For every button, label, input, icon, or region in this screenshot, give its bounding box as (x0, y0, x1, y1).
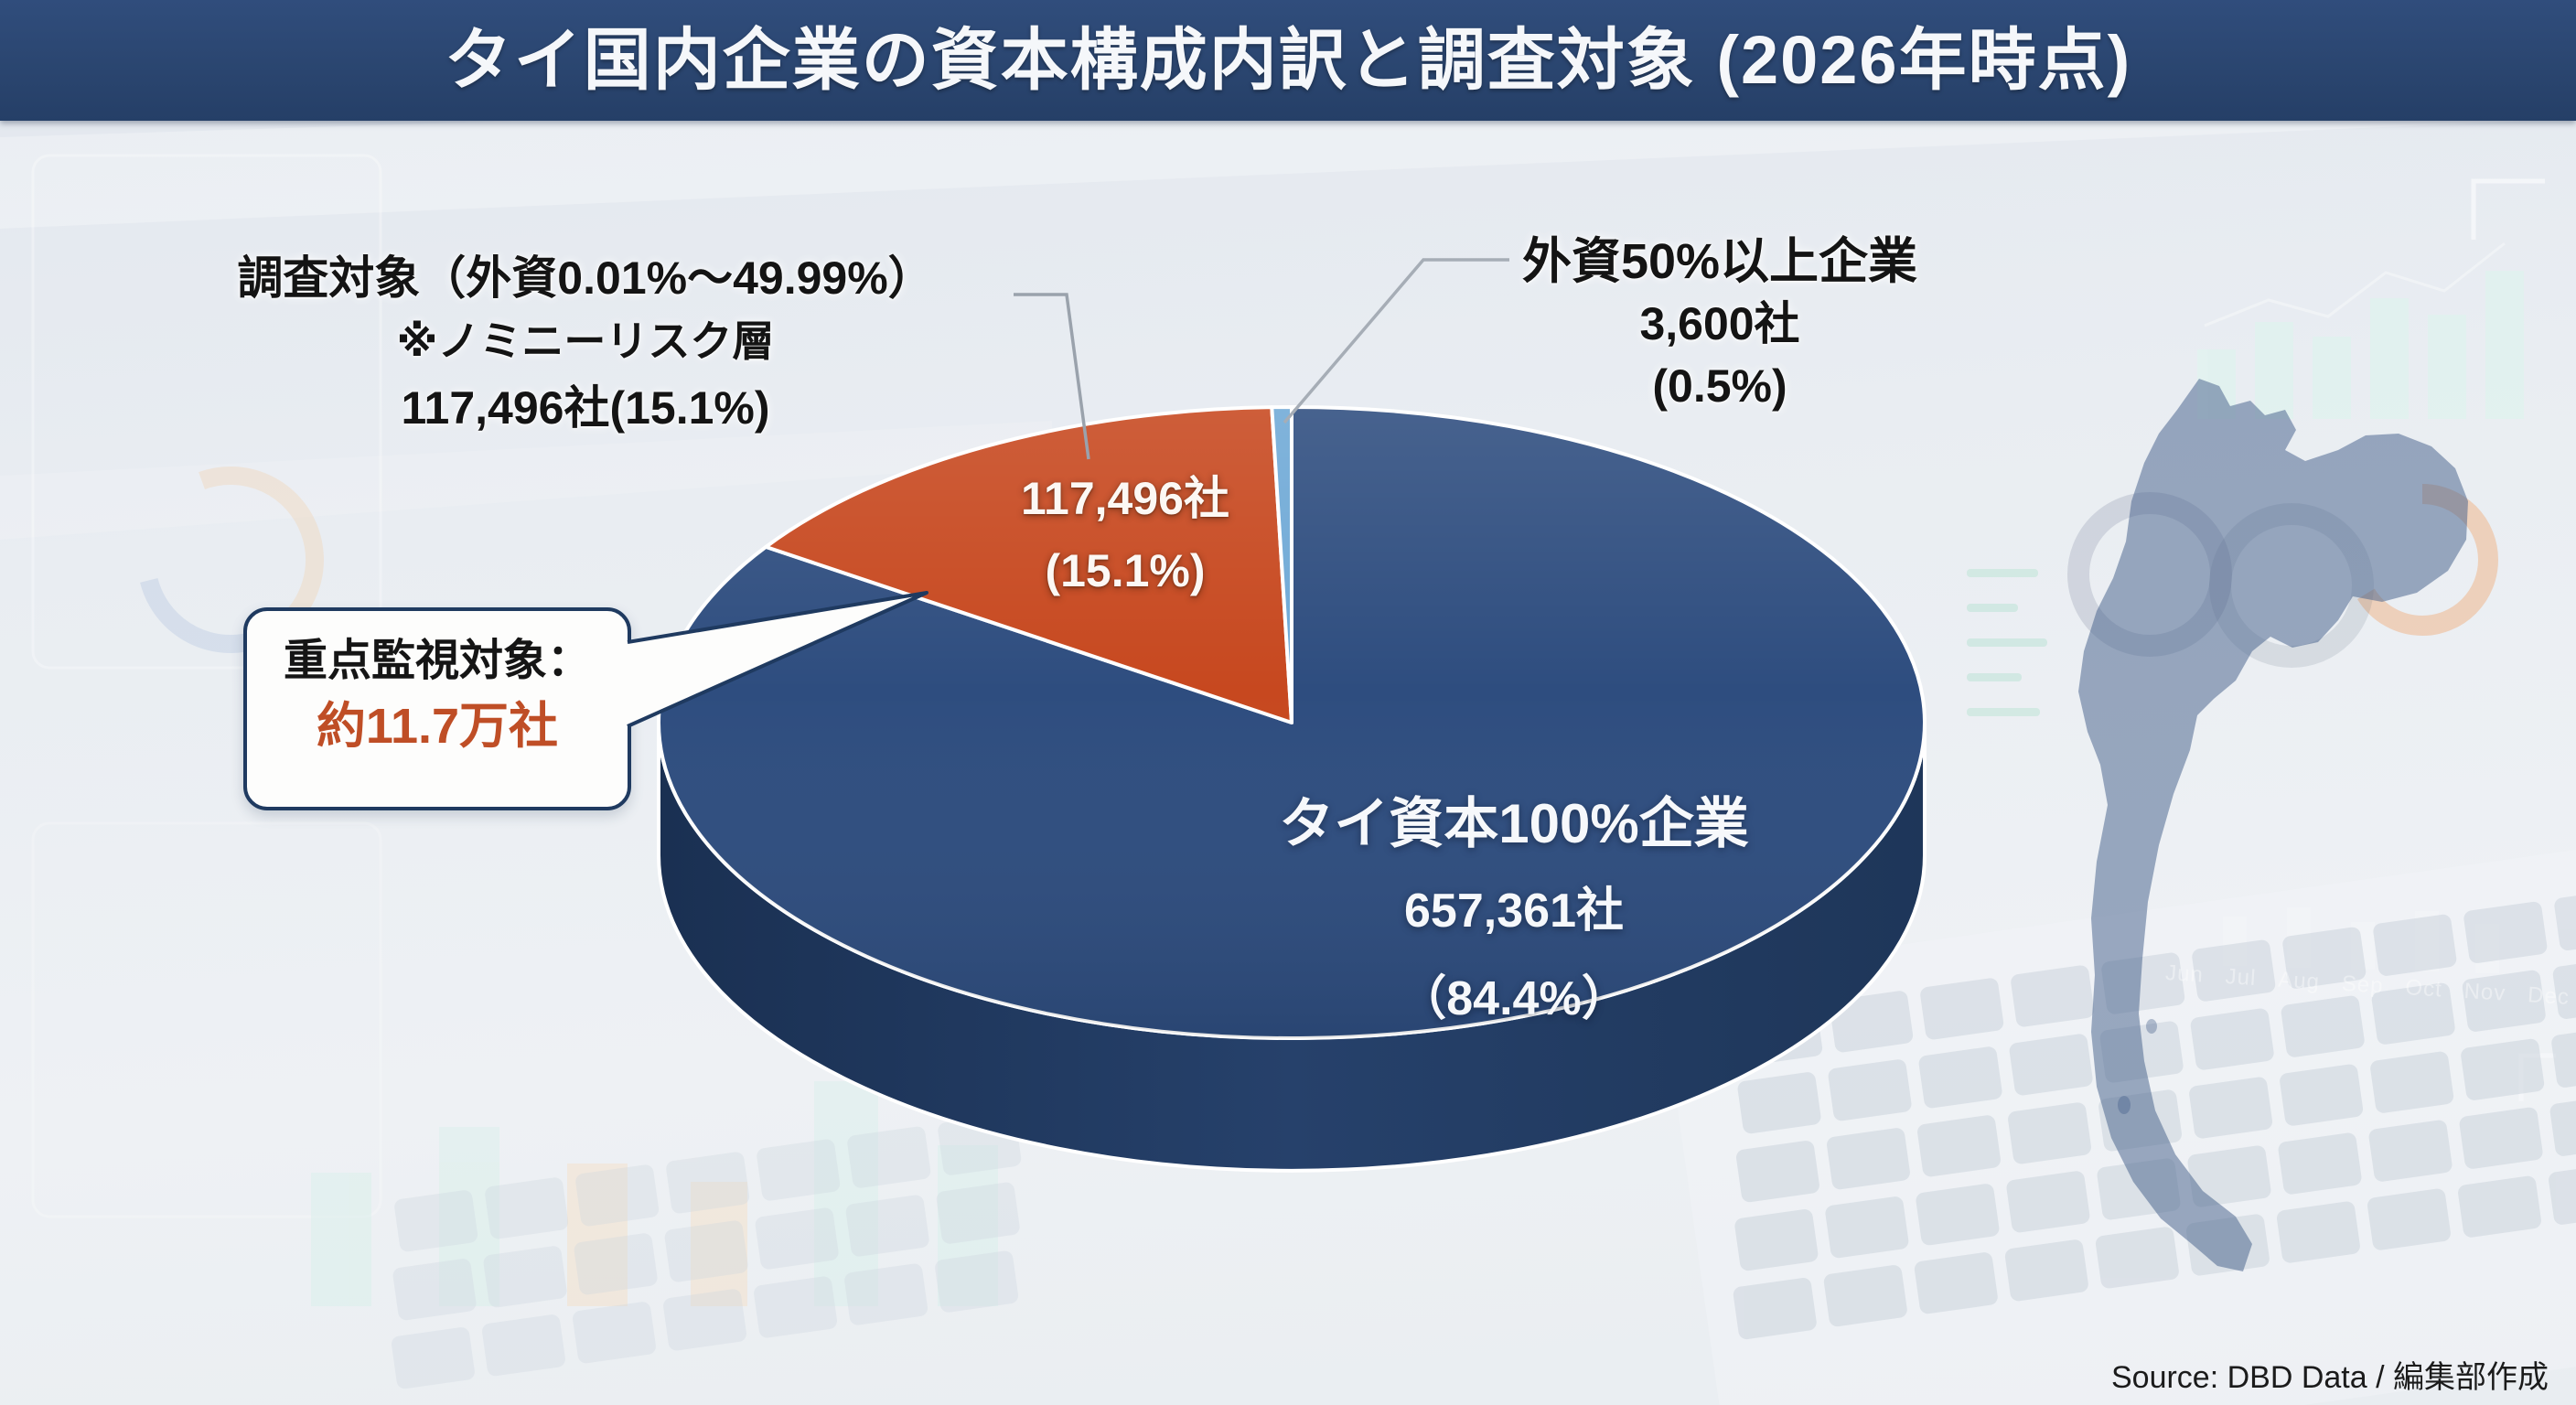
slice-label-thai: タイ資本100%企業 657,361社 （84.4%） (1194, 783, 1834, 1041)
annotation-surveyed: 調査対象（外資0.01%〜49.99%） ※ノミニーリスク層 117,496社(… (183, 249, 988, 441)
slice-label-nominee-count: 117,496社 (1021, 473, 1229, 524)
bg-month-label: Jun (2164, 960, 2205, 988)
annotation-foreign-line3: (0.5%) (1652, 360, 1787, 412)
bg-month-label: Aug (2277, 967, 2321, 995)
callout-heading: 重点監視対象： (283, 637, 591, 685)
slice-label-thai-count: 657,361社 (1404, 885, 1624, 938)
source-credit: Source: DBD Data / 編集部作成 (2110, 1360, 2549, 1395)
slice-label-thai-name: タイ資本100%企業 (1279, 793, 1749, 854)
bg-month-label: Nov (2463, 978, 2507, 1006)
page-title: タイ国内企業の資本構成内訳と調査対象 (2026年時点) (444, 22, 2132, 98)
bg-month-label: Dec (2527, 982, 2571, 1010)
annotation-foreign-line1: 外資50%以上企業 (1521, 234, 1918, 289)
annotation-foreign-line2: 3,600社 (1639, 298, 1800, 349)
bg-month-label: Sep (2341, 971, 2385, 999)
bg-month-label: Jul (2224, 964, 2258, 992)
annotation-surveyed-line1: 調査対象（外資0.01%〜49.99%） (237, 252, 934, 304)
annotation-foreign-majority: 外資50%以上企業 3,600社 (0.5%) (1445, 231, 1994, 417)
bg-month-label: Oct (2404, 975, 2443, 1003)
title-bar: タイ国内企業の資本構成内訳と調査対象 (2026年時点) (0, 0, 2576, 121)
annotation-surveyed-line3: 117,496社(15.1%) (401, 382, 770, 434)
callout-box: 重点監視対象： 約11.7万社 (243, 607, 631, 810)
annotation-surveyed-line2: ※ノミニーリスク層 (396, 317, 775, 365)
slice-label-nominee-percent: (15.1%) (1045, 545, 1206, 596)
slice-label-nominee: 117,496社 (15.1%) (933, 462, 1317, 606)
slice-label-thai-percent: （84.4%） (1399, 972, 1629, 1025)
callout-value: 約11.7万社 (316, 699, 559, 754)
